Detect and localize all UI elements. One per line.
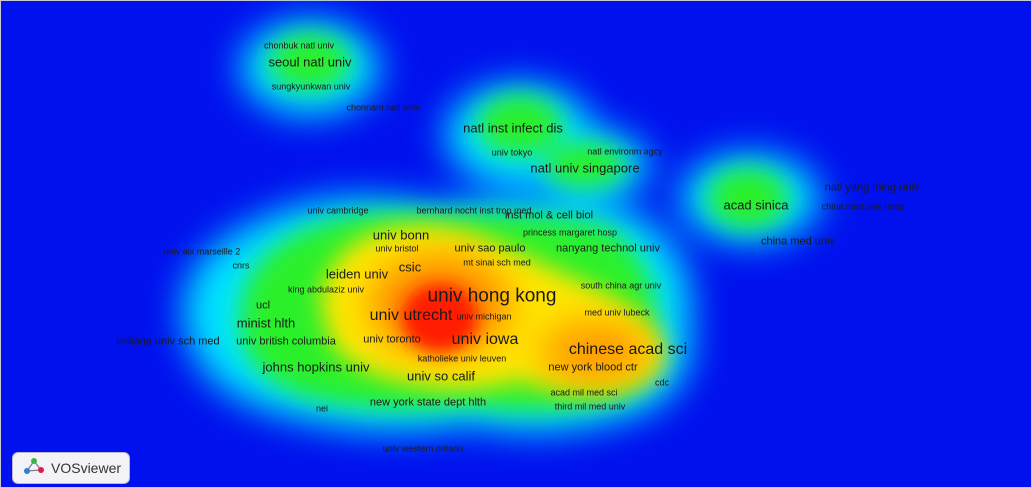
map-label[interactable]: nei	[315, 403, 329, 414]
map-label[interactable]: chinese acad sci	[568, 341, 688, 358]
map-label[interactable]: nanyang technol univ	[556, 242, 660, 255]
map-label[interactable]: acad sinica	[723, 197, 789, 213]
map-label[interactable]: south china agr univ	[580, 280, 662, 291]
map-label[interactable]: cdc	[654, 377, 670, 388]
map-label[interactable]: leiden univ	[325, 266, 389, 282]
map-label[interactable]: inst mol & cell biol	[504, 209, 594, 222]
map-label[interactable]: minist hlth	[236, 315, 296, 331]
map-label[interactable]: cnrs	[232, 260, 250, 271]
map-label[interactable]: third mil med univ	[554, 401, 626, 412]
map-label[interactable]: natl environm agcy	[587, 146, 663, 157]
map-label[interactable]: univ british columbia	[236, 335, 336, 348]
map-label[interactable]: indiana univ sch med	[116, 335, 220, 348]
map-label[interactable]: univ aix marseille 2	[163, 246, 241, 257]
map-label[interactable]: univ toronto	[363, 333, 421, 346]
map-label[interactable]: univ sao paulo	[454, 242, 526, 255]
vosviewer-badge[interactable]: VOSviewer	[12, 452, 130, 484]
map-label[interactable]: univ tokyo	[491, 147, 533, 158]
map-label[interactable]: univ bonn	[372, 227, 430, 243]
vosviewer-logo-icon	[23, 457, 45, 480]
map-label[interactable]: seoul natl univ	[268, 54, 352, 70]
map-label[interactable]: natl yang ming univ	[824, 181, 920, 194]
map-label[interactable]: med univ lubeck	[584, 307, 650, 318]
map-label[interactable]: univ cambridge	[307, 205, 369, 216]
map-label[interactable]: csic	[398, 259, 422, 275]
map-label[interactable]: china med univ	[761, 235, 835, 248]
map-label[interactable]: ucl	[255, 299, 271, 312]
map-label[interactable]: king abdulaziz univ	[287, 284, 365, 295]
map-label[interactable]: univ michigan	[456, 311, 512, 322]
map-label[interactable]: univ so calif	[407, 368, 475, 384]
map-label[interactable]: univ western ontario	[382, 443, 464, 454]
map-label[interactable]: china med univ hosp	[821, 201, 905, 212]
map-label[interactable]: mt sinai sch med	[463, 257, 531, 268]
map-label[interactable]: univ bristol	[375, 243, 419, 254]
map-label[interactable]: natl univ singapore	[530, 160, 640, 176]
map-label[interactable]: bernhard nocht inst trop med	[416, 205, 532, 216]
map-label[interactable]: acad mil med sci	[550, 387, 618, 398]
map-label[interactable]: univ hong kong	[427, 285, 557, 307]
map-label[interactable]: new york blood ctr	[548, 361, 638, 374]
map-label[interactable]: univ iowa	[451, 331, 519, 348]
vosviewer-label: VOSviewer	[51, 460, 122, 476]
map-label[interactable]: chonbuk natl univ	[263, 40, 335, 51]
map-label[interactable]: univ utrecht	[369, 307, 453, 324]
map-label[interactable]: sungkyunkwan univ	[271, 81, 351, 92]
density-glow-red	[402, 284, 478, 352]
map-label[interactable]: katholieke univ leuven	[417, 353, 507, 364]
map-label[interactable]: princess margaret hosp	[522, 227, 618, 238]
map-label[interactable]: johns hopkins univ	[262, 359, 370, 375]
map-label[interactable]: natl inst infect dis	[463, 120, 563, 136]
map-label[interactable]: chonnam natl univ	[346, 102, 420, 113]
map-label[interactable]: new york state dept hlth	[369, 396, 487, 409]
